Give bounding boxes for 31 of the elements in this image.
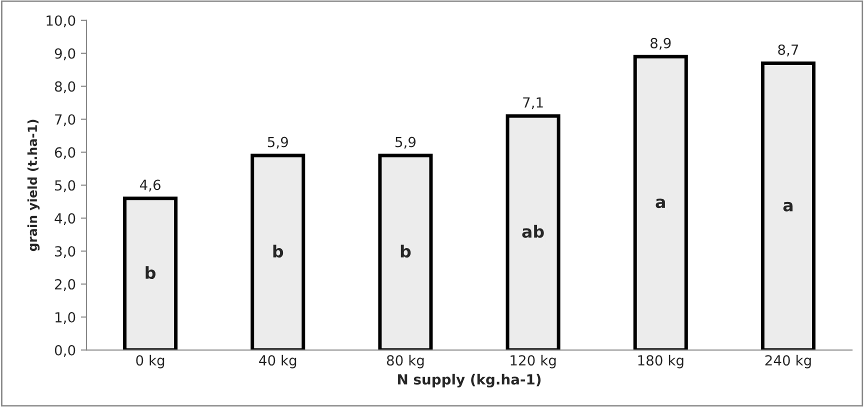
data-label: 8,9 (650, 38, 671, 50)
y-axis-title: grain yield (t.ha-1) (27, 120, 40, 252)
y-tick-label: 9,0 (54, 48, 76, 60)
y-tick-label: 0,0 (54, 344, 76, 357)
y-tick-label: 5,0 (55, 180, 76, 192)
x-tick-label: 40 kg (259, 354, 296, 368)
x-tick-label: 180 kg (638, 354, 684, 368)
x-tick-label: 120 kg (510, 354, 556, 368)
data-label: 7,1 (523, 97, 543, 110)
annotation: b (400, 244, 411, 258)
y-tick-label: 1,0 (56, 312, 76, 324)
y-tick-label: 4,0 (54, 213, 76, 226)
annotation: a (783, 202, 793, 212)
x-tick-label: 240 kg (765, 354, 811, 368)
y-tick-label: 6,0 (54, 147, 76, 160)
y-tick-label: 7,0 (55, 114, 76, 126)
data-label: 8,7 (778, 44, 798, 56)
y-tick-label: 2,0 (55, 279, 76, 291)
y-tick-label: 8,0 (54, 81, 76, 94)
annotation: b (146, 266, 156, 280)
x-tick-label: 80 kg (386, 354, 424, 368)
annotation: b (273, 244, 284, 258)
x-axis-title: N supply (kg.ha-1) (398, 374, 541, 388)
annotation: a (656, 198, 665, 208)
data-label: 5,9 (395, 136, 416, 149)
data-label: 4,6 (140, 180, 160, 192)
y-tick-label: 3,0 (55, 246, 76, 258)
y-tick-label: 10,0 (46, 15, 76, 28)
x-tick-label: 0 kg (136, 354, 164, 368)
data-label: 5,9 (268, 136, 288, 149)
annotation: ab (522, 224, 544, 238)
